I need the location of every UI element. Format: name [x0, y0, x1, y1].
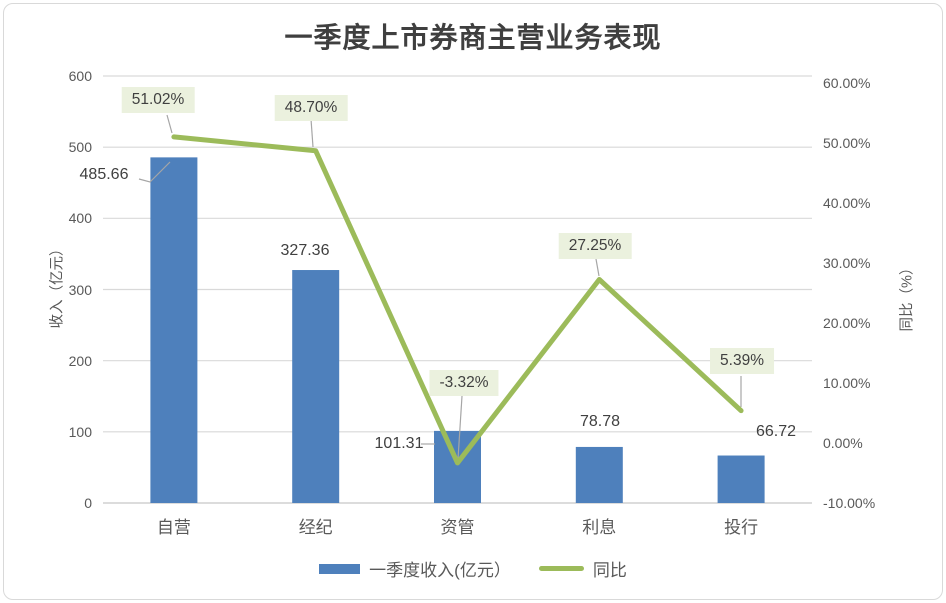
legend: 一季度收入(亿元） 同比 [0, 556, 946, 581]
line-series-yoy[interactable] [171, 134, 744, 466]
leader-line [310, 118, 314, 148]
bar-投行[interactable] [717, 455, 765, 503]
left-axis-title: 收入（亿元） [49, 241, 66, 329]
legend-bar-swatch-icon [319, 563, 361, 574]
leader-line [166, 114, 173, 134]
legend-label-yoy: 同比 [592, 561, 627, 580]
bar-自营[interactable] [150, 157, 198, 504]
chart-title: 一季度上市券商主营业务表现 [284, 23, 662, 54]
bar-经纪[interactable] [292, 270, 340, 503]
leader-line [595, 258, 600, 277]
bar-利息[interactable] [575, 446, 623, 503]
legend-item-yoy[interactable]: 同比 [538, 556, 627, 581]
leader-line [138, 161, 171, 183]
legend-item-revenue[interactable]: 一季度收入(亿元） [319, 556, 511, 581]
legend-label-revenue: 一季度收入(亿元） [369, 561, 511, 580]
legend-line-swatch-icon [538, 566, 584, 571]
right-axis-title: 同比（%） [899, 260, 916, 332]
leader-line [457, 395, 463, 460]
